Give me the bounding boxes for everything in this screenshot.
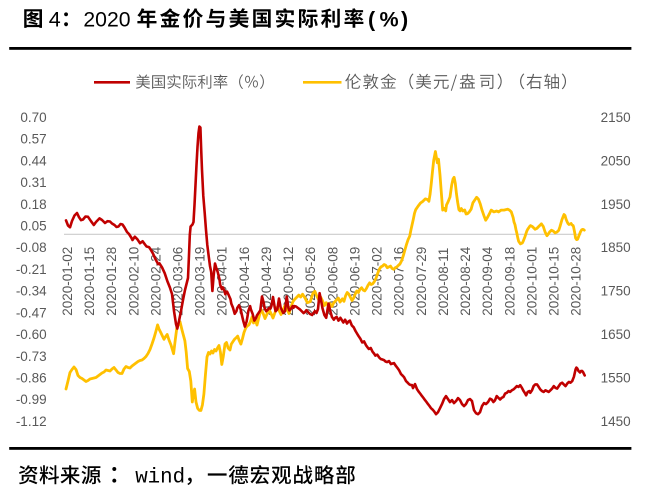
svg-text:0.31: 0.31 (20, 175, 46, 190)
svg-text:): ) (401, 7, 408, 31)
svg-text:0.57: 0.57 (20, 132, 46, 147)
svg-text:2020-10-15: 2020-10-15 (547, 247, 562, 316)
svg-text:2020-02-24: 2020-02-24 (148, 246, 163, 316)
svg-text:2020-01-02: 2020-01-02 (60, 247, 75, 316)
svg-text:2020-08-11: 2020-08-11 (436, 248, 451, 316)
svg-text:(: ( (368, 7, 376, 31)
svg-text:%: % (380, 7, 399, 31)
svg-text:-0.08: -0.08 (16, 240, 47, 255)
svg-text:2020-05-26: 2020-05-26 (303, 247, 318, 316)
svg-text:0.05: 0.05 (20, 219, 46, 234)
svg-text:4: 4 (49, 7, 61, 31)
svg-text:2020-01-15: 2020-01-15 (82, 247, 97, 316)
svg-text:0.70: 0.70 (20, 110, 46, 125)
svg-text:2150: 2150 (601, 110, 631, 125)
svg-text:-1.12: -1.12 (16, 414, 47, 429)
svg-text:2020-02-10: 2020-02-10 (126, 247, 141, 316)
svg-text:2020-07-02: 2020-07-02 (370, 247, 385, 316)
svg-text:-0.86: -0.86 (16, 371, 47, 386)
svg-text:2020-10-01: 2020-10-01 (524, 247, 539, 316)
svg-text:1550: 1550 (601, 371, 631, 386)
svg-text:1950: 1950 (601, 197, 631, 212)
svg-text:-0.47: -0.47 (16, 305, 47, 320)
svg-text:2020-04-01: 2020-04-01 (215, 247, 230, 316)
svg-text:2020-06-19: 2020-06-19 (348, 247, 363, 316)
svg-text:-0.73: -0.73 (16, 349, 47, 364)
svg-text:2020-10-28: 2020-10-28 (569, 247, 584, 316)
svg-text:2020-07-16: 2020-07-16 (392, 247, 407, 316)
svg-text:0.18: 0.18 (20, 197, 46, 212)
svg-text:2020-07-29: 2020-07-29 (414, 247, 429, 316)
svg-text:2020-05-12: 2020-05-12 (281, 247, 296, 316)
svg-text:-0.60: -0.60 (16, 327, 47, 342)
svg-text:1850: 1850 (601, 240, 631, 255)
svg-text:1450: 1450 (601, 414, 631, 429)
svg-text:2020-09-18: 2020-09-18 (502, 247, 517, 316)
svg-text:2020: 2020 (83, 8, 130, 31)
svg-text:2020-04-16: 2020-04-16 (237, 247, 252, 316)
svg-text:-0.99: -0.99 (16, 392, 47, 407)
svg-text:wind: wind (135, 467, 185, 490)
svg-text:1750: 1750 (601, 284, 631, 299)
svg-text:2020-09-04: 2020-09-04 (480, 246, 495, 316)
svg-text:2020-03-19: 2020-03-19 (193, 247, 208, 316)
svg-text:2020-08-24: 2020-08-24 (458, 246, 473, 316)
svg-text:-0.34: -0.34 (16, 284, 47, 299)
svg-text:-0.21: -0.21 (16, 262, 47, 277)
svg-text:2020-03-06: 2020-03-06 (171, 247, 186, 316)
svg-text:0.44: 0.44 (20, 153, 47, 168)
svg-text:2020-01-28: 2020-01-28 (104, 247, 119, 316)
svg-text:2050: 2050 (601, 153, 631, 168)
svg-text:1650: 1650 (601, 327, 631, 342)
